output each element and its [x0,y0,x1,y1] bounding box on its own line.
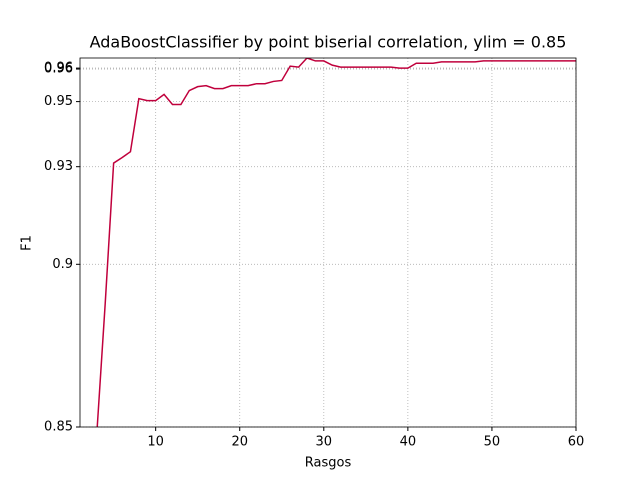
y-tick-label: 0.96 [44,61,73,76]
x-tick-label: 40 [400,435,417,450]
x-axis-label: Rasgos [305,456,352,471]
x-tick-label: 60 [568,435,585,450]
y-tick-label: 0.95 [44,94,73,109]
chart-title: AdaBoostClassifier by point biserial cor… [90,33,567,52]
y-tick-label: 0.85 [44,420,73,435]
data-line [96,58,576,427]
plot-frame [79,57,577,428]
x-tick-label: 10 [147,435,164,450]
x-tick-label: 30 [316,435,333,450]
y-axis-label: F1 [20,235,35,251]
y-tick-label: 0.96 [44,62,73,77]
x-tick-label: 20 [231,435,248,450]
y-tick-label: 0.9 [52,257,73,272]
y-tick-label: 0.93 [44,159,73,174]
x-tick-label: 50 [484,435,501,450]
